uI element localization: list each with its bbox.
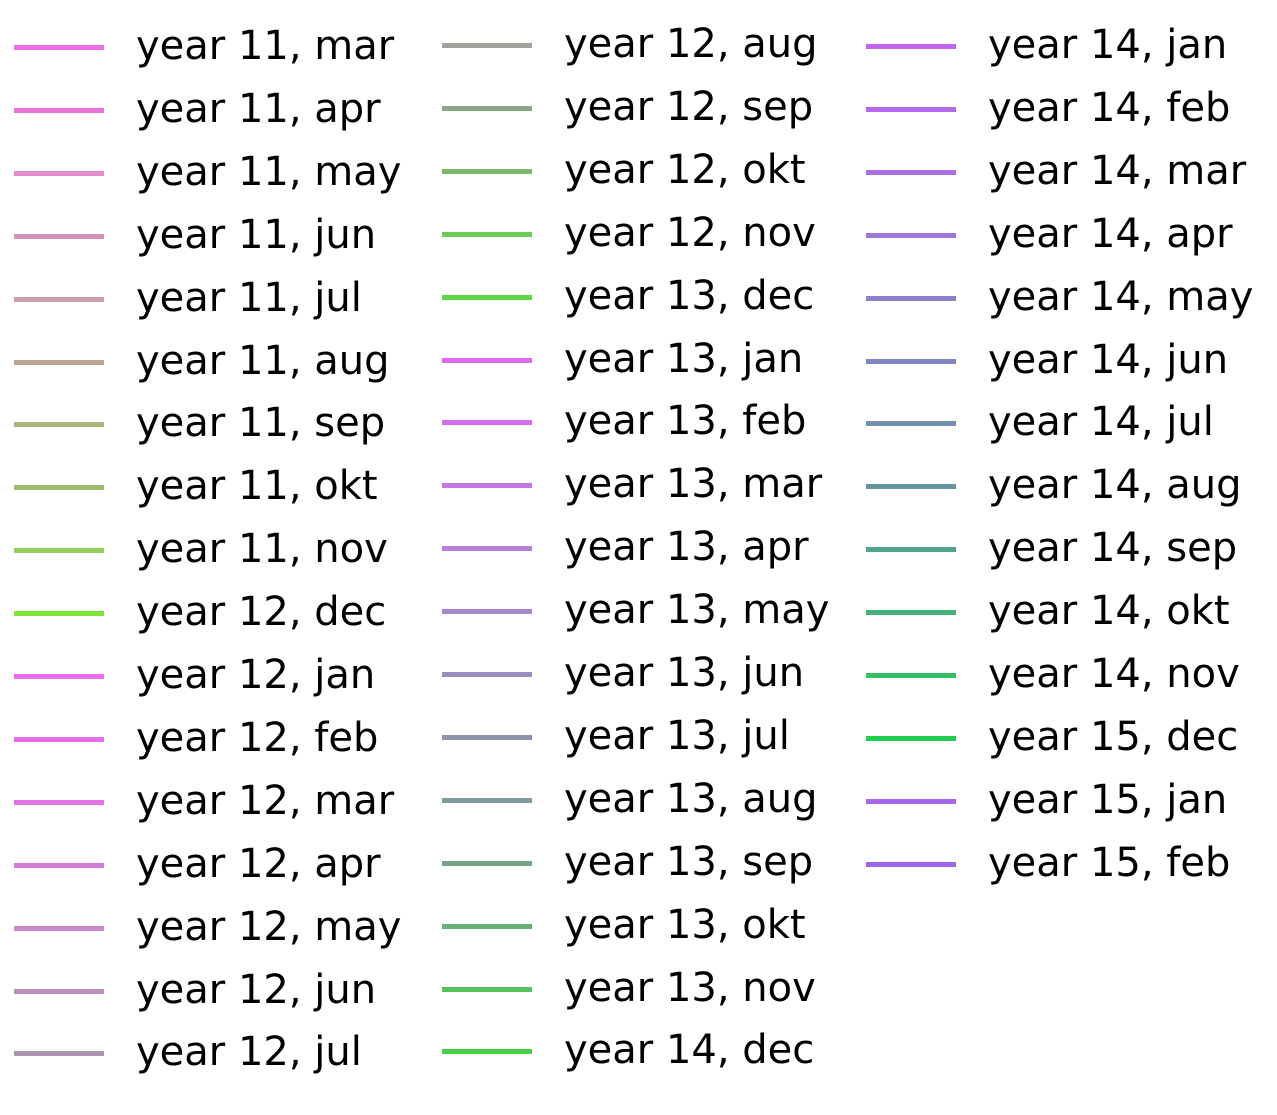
legend-line-swatch xyxy=(866,358,956,364)
legend-line-swatch xyxy=(866,484,956,490)
legend-line-swatch xyxy=(442,483,532,489)
legend-label: year 12, dec xyxy=(136,589,387,636)
legend-label: year 14, aug xyxy=(988,462,1242,509)
legend-line-swatch xyxy=(442,797,532,803)
legend-label: year 12, mar xyxy=(136,777,395,824)
legend-label: year 12, may xyxy=(136,903,402,950)
legend-line-swatch xyxy=(442,860,532,866)
legend-label: year 11, nov xyxy=(136,526,388,573)
legend-line-swatch xyxy=(442,986,532,992)
legend-line-swatch xyxy=(866,673,956,678)
legend-line-swatch xyxy=(442,546,532,552)
legend-line-swatch xyxy=(866,547,956,553)
legend-label: year 14, jan xyxy=(988,22,1228,68)
legend-label: year 13, jan xyxy=(564,335,804,382)
legend-label: year 12, apr xyxy=(136,840,381,887)
legend-line-swatch xyxy=(14,799,104,805)
legend-line-swatch xyxy=(442,734,532,740)
legend-label: year 13, nov xyxy=(564,964,816,1011)
legend-label: year 13, feb xyxy=(564,398,807,445)
legend-label: year 13, jun xyxy=(564,650,805,696)
legend-line-swatch xyxy=(442,105,532,111)
legend-label: year 15, feb xyxy=(988,839,1231,886)
legend-label: year 13, apr xyxy=(564,524,809,571)
legend-line-swatch xyxy=(14,988,104,994)
legend-line-swatch xyxy=(14,359,104,365)
legend-label: year 11, okt xyxy=(136,463,378,510)
legend-label: year 14, jul xyxy=(988,399,1214,446)
legend-line-swatch xyxy=(14,548,104,554)
legend-label: year 14, dec xyxy=(564,1027,815,1074)
legend-line-swatch xyxy=(14,170,104,176)
legend-line-swatch xyxy=(866,106,956,112)
legend-line-swatch xyxy=(14,736,104,742)
legend-line-swatch xyxy=(14,674,104,679)
legend-label: year 13, may xyxy=(564,587,830,634)
legend-line-swatch xyxy=(866,798,956,804)
legend-label: year 11, jun xyxy=(136,211,377,258)
legend-line-swatch xyxy=(442,420,532,426)
legend-label: year 13, jul xyxy=(564,712,790,759)
legend-line-swatch xyxy=(442,672,532,677)
legend-line-swatch xyxy=(442,231,532,237)
legend-label: year 13, mar xyxy=(564,461,823,508)
legend-line-swatch xyxy=(866,232,956,238)
legend-line-swatch xyxy=(14,422,104,428)
legend-line-swatch xyxy=(14,296,104,302)
legend-label: year 11, jul xyxy=(136,274,362,321)
legend-line-swatch xyxy=(442,294,532,300)
legend-line-swatch xyxy=(866,421,956,427)
legend-line-swatch xyxy=(14,233,104,239)
legend-label: year 15, dec xyxy=(988,713,1239,760)
legend-line-swatch xyxy=(866,610,956,616)
legend-label: year 11, sep xyxy=(136,400,386,447)
legend-line-swatch xyxy=(866,861,956,867)
legend-label: year 14, okt xyxy=(988,588,1230,635)
legend-label: year 11, mar xyxy=(136,23,395,69)
legend-label: year 13, aug xyxy=(564,775,818,822)
legend-label: year 12, jan xyxy=(136,652,376,698)
legend-label: year 13, dec xyxy=(564,272,815,319)
legend-label: year 12, aug xyxy=(564,21,818,67)
legend-label: year 12, feb xyxy=(136,714,379,761)
legend-line-swatch xyxy=(442,43,532,48)
legend-label: year 13, okt xyxy=(564,901,806,948)
legend-line-swatch xyxy=(866,295,956,301)
legend-label: year 14, jun xyxy=(988,336,1229,383)
legend-label: year 12, nov xyxy=(564,209,816,256)
legend-line-swatch xyxy=(14,485,104,491)
legend-line-swatch xyxy=(14,45,104,50)
legend-line-swatch xyxy=(866,44,956,49)
legend-line-swatch xyxy=(442,168,532,174)
legend-line-swatch xyxy=(14,611,104,617)
legend-line-swatch xyxy=(442,923,532,929)
legend-line-swatch xyxy=(14,925,104,931)
legend-label: year 11, aug xyxy=(136,337,390,384)
legend-label: year 11, apr xyxy=(136,85,381,132)
legend-label: year 14, sep xyxy=(988,525,1238,572)
legend-label: year 14, may xyxy=(988,273,1254,320)
legend-label: year 14, feb xyxy=(988,84,1231,131)
legend-label: year 14, apr xyxy=(988,210,1233,257)
legend-label: year 14, mar xyxy=(988,147,1247,194)
legend-line-swatch xyxy=(14,862,104,868)
legend-line-swatch xyxy=(14,1051,104,1057)
legend-line-swatch xyxy=(14,107,104,113)
legend-label: year 11, may xyxy=(136,148,402,195)
legend-label: year 14, nov xyxy=(988,651,1240,697)
legend-label: year 12, jul xyxy=(136,1029,362,1076)
legend-label: year 12, jun xyxy=(136,966,377,1013)
legend-line-swatch xyxy=(442,1049,532,1055)
legend-label: year 12, okt xyxy=(564,146,806,193)
legend-label: year 12, sep xyxy=(564,83,814,130)
legend-line-swatch xyxy=(866,735,956,741)
legend-line-swatch xyxy=(866,169,956,175)
legend-line-swatch xyxy=(442,357,532,363)
legend-label: year 13, sep xyxy=(564,838,814,885)
legend-label: year 15, jan xyxy=(988,776,1228,823)
legend-line-swatch xyxy=(442,609,532,615)
